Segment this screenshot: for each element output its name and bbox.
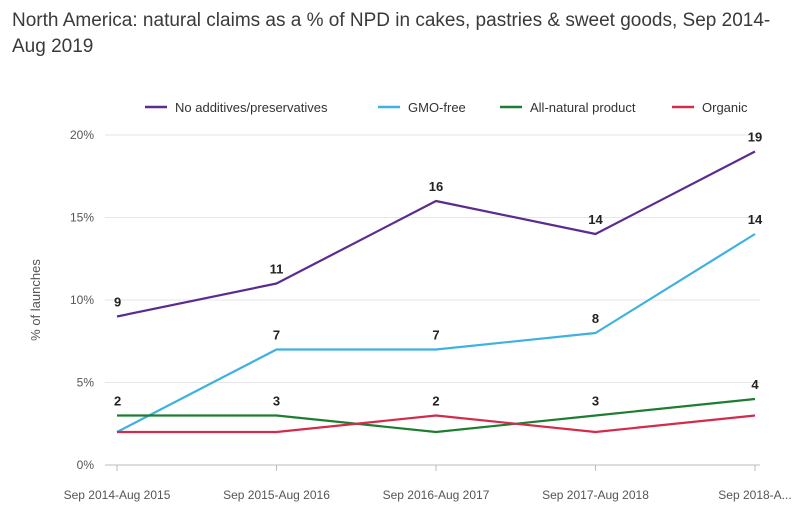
legend: No additives/preservatives GMO-free All-na…	[145, 100, 748, 115]
data-label: 4	[751, 377, 759, 392]
data-label: 3	[592, 394, 599, 409]
y-tick-label: 0%	[77, 458, 95, 472]
data-label: 3	[273, 394, 280, 409]
data-label: 9	[114, 295, 121, 310]
x-tick-label: Sep 2016-Aug 2017	[383, 488, 490, 502]
legend-entry: All-natural product	[530, 100, 636, 115]
data-label: 16	[429, 179, 443, 194]
legend-entry: GMO-free	[408, 100, 466, 115]
legend-entry: No additives/preservatives	[175, 100, 328, 115]
y-axis-ticks: 0% 5% 10% 15% 20%	[70, 128, 94, 472]
y-tick-label: 15%	[70, 211, 94, 225]
y-tick-label: 5%	[77, 376, 95, 390]
x-tick-label: Sep 2017-Aug 2018	[542, 488, 649, 502]
x-axis-ticks: Sep 2014-Aug 2015 Sep 2015-Aug 2016 Sep 20…	[64, 465, 792, 502]
y-tick-label: 20%	[70, 128, 94, 142]
data-label: 8	[592, 311, 599, 326]
x-tick-label: Sep 2018-A...	[718, 488, 791, 502]
chart-title: North America: natural claims as a % of …	[12, 10, 771, 57]
data-label: 14	[588, 212, 603, 227]
data-label: 2	[114, 394, 121, 409]
series-line	[117, 414, 756, 434]
data-label: 2	[432, 394, 439, 409]
series-line	[116, 150, 756, 318]
legend-entry: Organic	[702, 100, 748, 115]
data-labels: 9 11 16 14 19 7 7 8 14 2 3 3 4 2	[114, 130, 763, 409]
y-tick-label: 10%	[70, 293, 94, 307]
data-label: 7	[432, 328, 439, 343]
series-line	[117, 397, 756, 434]
x-tick-label: Sep 2015-Aug 2016	[223, 488, 330, 502]
data-label: 7	[273, 328, 280, 343]
data-label: 19	[748, 130, 762, 145]
series-line	[116, 233, 756, 433]
y-axis-label: % of launches	[28, 259, 43, 341]
series-lines	[116, 150, 756, 434]
x-tick-label: Sep 2014-Aug 2015	[64, 488, 171, 502]
data-label: 14	[748, 212, 763, 227]
data-label: 11	[270, 262, 284, 277]
